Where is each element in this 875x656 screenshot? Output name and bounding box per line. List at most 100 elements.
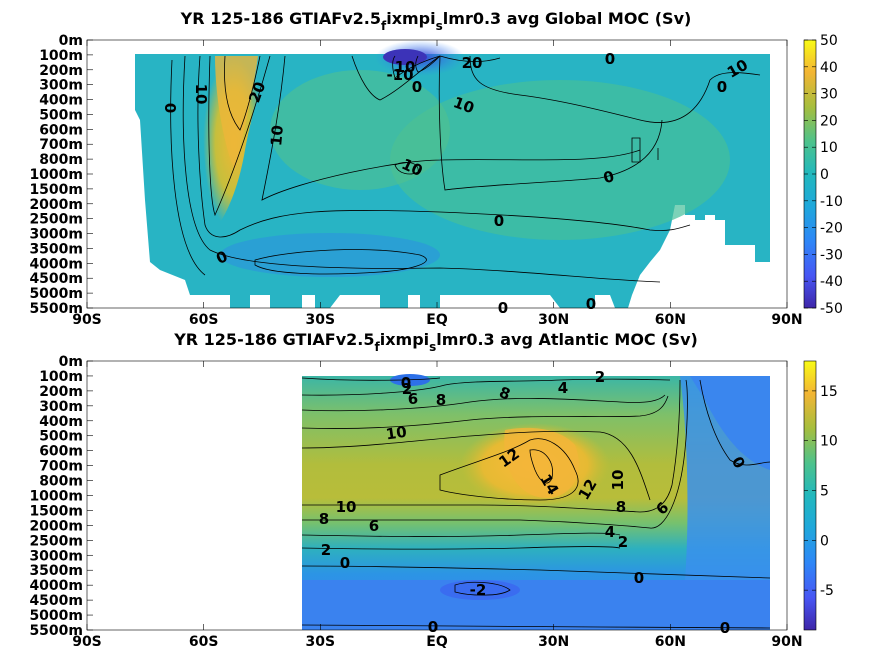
colorbar-tick-label: 10: [820, 434, 838, 450]
x-tick-label: 30S: [306, 634, 336, 650]
x-tick-label: 60N: [655, 312, 686, 328]
x-tick-label: EQ: [426, 312, 448, 328]
y-tick-label: 3500m: [29, 563, 83, 579]
y-tick-label: 1500m: [29, 503, 83, 519]
contour-label: 0: [586, 295, 596, 313]
y-tick-label: 4500m: [29, 593, 83, 609]
y-tick-label: 5500m: [29, 623, 83, 639]
colorbar-tick-label: 50: [820, 33, 838, 49]
x-tick-label: 30N: [538, 312, 569, 328]
contour-label: 0: [340, 554, 350, 572]
atlantic-moc-title: YR 125-186 GTIAFv2.5fixmpislmr0.3 avg At…: [173, 330, 698, 354]
contour-label: 0: [401, 374, 411, 392]
y-tick-label: 2500m: [29, 212, 83, 228]
contour-label: 0: [601, 167, 616, 187]
atlantic-moc-panel: YR 125-186 GTIAFv2.5fixmpislmr0.3 avg At…: [29, 330, 837, 650]
contour-label: 10: [395, 58, 416, 76]
colorbar-tick-label: 10: [820, 140, 838, 156]
colorbar-tick-label: 0: [820, 533, 829, 549]
contour-label: 4: [558, 379, 568, 397]
y-tick-label: 5000m: [29, 286, 83, 302]
y-tick-label: 1000m: [29, 167, 83, 183]
colorbar-tick-label: 30: [820, 87, 838, 103]
contour-label: 0: [634, 569, 644, 587]
contour-label: 10: [385, 423, 408, 444]
colorbar-tick-label: -50: [820, 301, 843, 317]
contour-label: 8: [616, 498, 626, 516]
y-tick-label: 4500m: [29, 271, 83, 287]
y-tick-label: 2000m: [29, 518, 83, 534]
contour-label: 0: [605, 50, 615, 68]
x-tick-label: EQ: [426, 634, 448, 650]
y-tick-label: 3000m: [29, 227, 83, 243]
contour-label: 4: [605, 523, 615, 541]
contour-label: 10: [192, 84, 210, 105]
x-tick-label: 60N: [655, 634, 686, 650]
contour-label: -2: [470, 581, 487, 599]
y-tick-label: 300m: [39, 78, 83, 94]
atlantic-moc-colorbar-ticks: 15 10 5 0 -5: [804, 384, 838, 599]
y-tick-label: 400m: [39, 414, 83, 430]
colorbar-tick-label: -5: [820, 583, 834, 599]
colorbar-tick-label: -10: [820, 194, 843, 210]
y-tick-label: 600m: [39, 122, 83, 138]
contour-label: 2: [402, 380, 412, 398]
contour-label: 10: [609, 470, 627, 491]
y-tick-label: 3500m: [29, 241, 83, 257]
colorbar-tick-label: -20: [820, 221, 843, 237]
colorbar-tick-label: 0: [820, 167, 829, 183]
global-moc-panel: YR 125-186 GTIAFv2.5fixmpislmr0.3 avg Gl…: [29, 9, 842, 328]
colorbar-tick-label: 40: [820, 60, 838, 76]
y-tick-label: 0m: [59, 33, 83, 49]
y-tick-label: 600m: [39, 444, 83, 460]
y-tick-label: 4000m: [29, 256, 83, 272]
global-moc-field: [87, 40, 787, 308]
contour-label: 8: [436, 391, 446, 409]
contour-label: 10: [336, 498, 357, 516]
atlantic-moc-colorbar: [803, 360, 817, 631]
x-tick-label: 90S: [72, 312, 102, 328]
global-moc-colorbar-ticks: 50 40 30 20 10 0 -10 -20 -30 -40 -50: [804, 33, 843, 317]
y-tick-label: 100m: [39, 48, 83, 64]
colorbar-tick-label: -30: [820, 247, 843, 263]
contour-label: -10: [386, 66, 413, 84]
colorbar-tick-label: 20: [820, 113, 838, 129]
y-tick-label: 200m: [39, 384, 83, 400]
contour-label: 0: [494, 212, 504, 230]
y-tick-label: 500m: [39, 107, 83, 123]
contour-label: 0: [428, 618, 438, 636]
y-tick-label: 700m: [39, 137, 83, 153]
contour-label: 2: [595, 368, 605, 386]
y-tick-label: 100m: [39, 369, 83, 385]
colorbar-tick-label: 5: [820, 484, 829, 500]
contour-label: 0: [720, 619, 730, 637]
contour-label: 10: [267, 124, 287, 146]
contour-label: 0: [162, 103, 180, 113]
y-tick-label: 200m: [39, 63, 83, 79]
contour-label: 0: [717, 78, 727, 96]
y-tick-label: 700m: [39, 459, 83, 475]
contour-label: 2: [618, 533, 628, 551]
y-tick-label: 800m: [39, 474, 83, 490]
y-tick-label: 0m: [59, 354, 83, 370]
x-tick-label: 90S: [72, 634, 102, 650]
contour-label: 6: [369, 517, 379, 535]
y-tick-label: 2000m: [29, 197, 83, 213]
atlantic-moc-field: [301, 374, 771, 630]
y-tick-label: 3000m: [29, 548, 83, 564]
global-moc-axes: 90S 60S 30S EQ 30N 60N 90N0m100m200m300m400m50…: [29, 33, 802, 328]
x-tick-label: 30N: [538, 634, 569, 650]
y-tick-label: 1500m: [29, 182, 83, 198]
x-tick-label: 90N: [771, 634, 802, 650]
y-tick-label: 400m: [39, 93, 83, 109]
contour-label: 8: [319, 510, 329, 528]
contour-label: 2: [321, 541, 331, 559]
global-moc-title: YR 125-186 GTIAFv2.5fixmpislmr0.3 avg Gl…: [180, 9, 692, 33]
y-tick-label: 5500m: [29, 301, 83, 317]
x-tick-label: 30S: [306, 312, 336, 328]
y-tick-label: 2500m: [29, 533, 83, 549]
colorbar-tick-label: -40: [820, 274, 843, 290]
x-tick-label: 60S: [189, 312, 219, 328]
y-tick-label: 300m: [39, 399, 83, 415]
